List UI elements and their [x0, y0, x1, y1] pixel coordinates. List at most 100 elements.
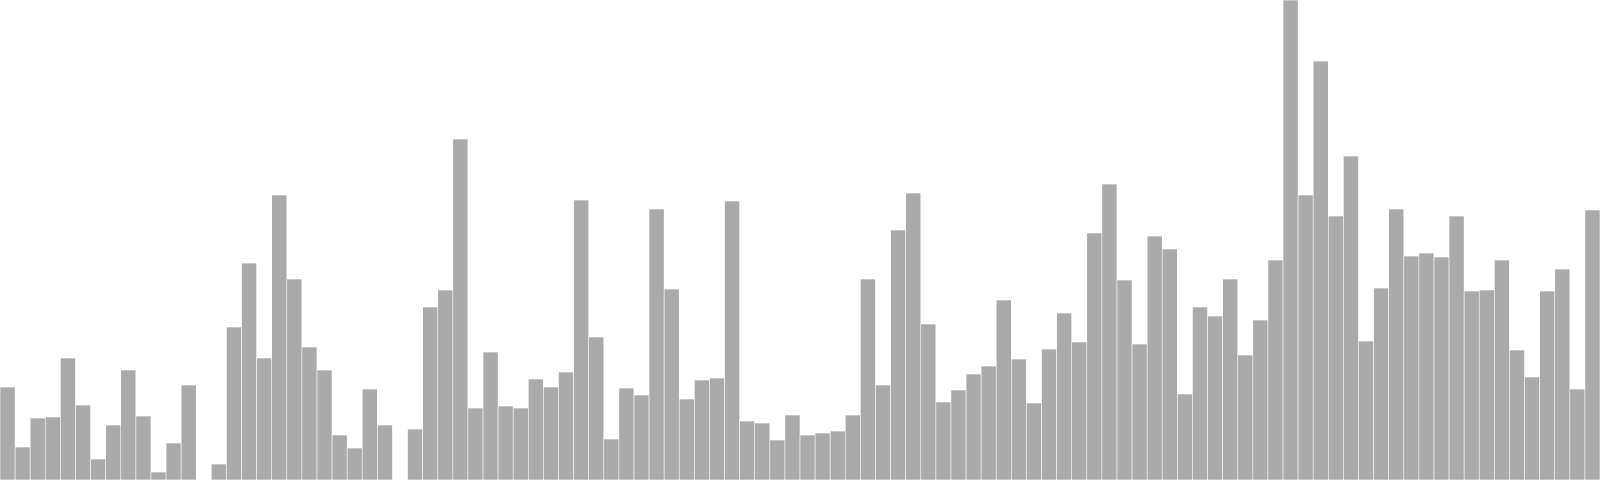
bar [588, 336, 605, 480]
bar [1282, 0, 1299, 480]
bar [60, 357, 76, 480]
bar [709, 377, 725, 480]
bar [1328, 215, 1344, 480]
bar [980, 365, 997, 480]
bar [829, 430, 846, 480]
bar [1373, 287, 1389, 480]
bar [361, 388, 378, 480]
bar [1041, 348, 1057, 480]
bar [920, 323, 937, 480]
bar [784, 414, 801, 480]
bar [724, 200, 740, 480]
bar [407, 428, 423, 480]
bar [573, 199, 589, 480]
bar [1388, 208, 1405, 480]
bar [165, 442, 182, 480]
bar [1418, 252, 1435, 480]
bar [527, 378, 544, 480]
bar [0, 386, 16, 480]
bar [467, 407, 484, 480]
bar [286, 278, 303, 480]
bar [799, 434, 816, 480]
bar [1312, 60, 1329, 480]
bar [1463, 290, 1480, 480]
bar [1192, 306, 1208, 480]
bar [316, 369, 333, 480]
bar [739, 420, 756, 480]
bar [950, 389, 967, 480]
bar [1343, 155, 1359, 480]
bar [1222, 278, 1239, 480]
bar [1448, 215, 1465, 480]
bar [1539, 290, 1556, 480]
bar [633, 394, 650, 480]
bar [678, 398, 695, 480]
bar [482, 351, 499, 480]
bar [1071, 341, 1088, 480]
bar [875, 384, 891, 480]
bar [1478, 289, 1495, 480]
bar [558, 371, 574, 480]
bar [1207, 315, 1223, 480]
bar [1494, 259, 1510, 480]
bar [844, 414, 861, 480]
bar [1177, 393, 1193, 480]
bar [14, 446, 31, 480]
bar [256, 357, 272, 480]
bar [1554, 268, 1571, 480]
bar [29, 417, 46, 480]
bar [44, 416, 61, 480]
bar [346, 447, 363, 480]
bar [1403, 255, 1420, 480]
bar [769, 439, 786, 480]
bar [618, 387, 635, 480]
bar [995, 299, 1012, 480]
bar [1146, 235, 1163, 480]
bar [512, 407, 529, 480]
bar [90, 458, 106, 480]
bar [1509, 349, 1525, 480]
bar [1101, 183, 1118, 480]
bar [1584, 209, 1600, 480]
bar [1433, 256, 1450, 480]
bar [241, 262, 257, 480]
bar [105, 424, 122, 480]
bar [211, 463, 227, 480]
bar [663, 288, 680, 480]
bar [75, 404, 91, 480]
bar [1252, 319, 1269, 480]
bar [1267, 259, 1284, 480]
bar [120, 369, 137, 480]
bar [301, 346, 318, 480]
bar [1524, 376, 1540, 480]
bar [1297, 194, 1314, 480]
bar [226, 326, 242, 480]
bar [1086, 232, 1103, 480]
bar [1116, 279, 1133, 480]
bar [603, 438, 620, 480]
bar [543, 386, 559, 480]
bar [905, 192, 922, 480]
bar [648, 208, 665, 480]
bar [1161, 248, 1178, 480]
bar [497, 405, 514, 480]
bar [422, 306, 439, 480]
bar [1237, 354, 1254, 480]
bar [135, 415, 152, 480]
bar [1026, 402, 1042, 480]
bar [935, 401, 952, 480]
bar [694, 379, 710, 480]
bar [180, 384, 197, 480]
bar [1569, 388, 1586, 480]
bar [1011, 358, 1027, 480]
bar [1131, 343, 1148, 480]
bar [965, 373, 982, 480]
bar [331, 434, 348, 480]
bar [890, 229, 906, 480]
bar [437, 289, 454, 480]
bar [754, 422, 771, 480]
bar [150, 471, 167, 480]
bar [377, 424, 393, 480]
